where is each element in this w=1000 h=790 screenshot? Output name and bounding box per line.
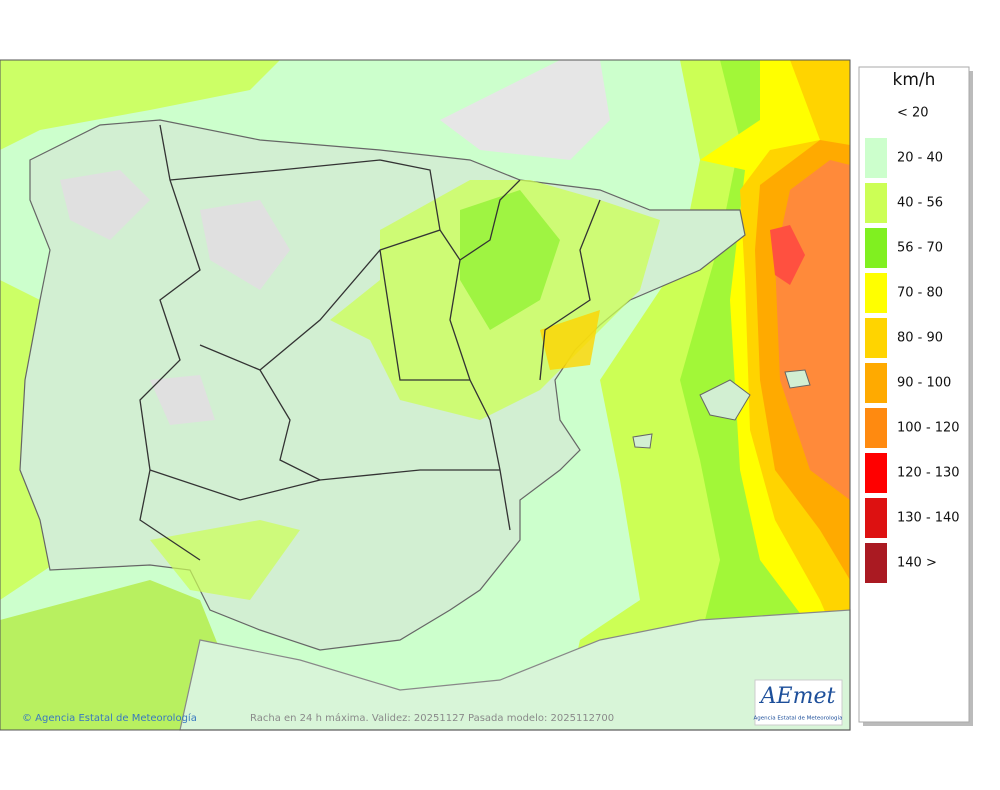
legend-label: 100 - 120 <box>897 421 960 436</box>
legend-label: 20 - 40 <box>897 151 943 166</box>
border <box>459 179 521 261</box>
border <box>259 369 500 481</box>
border <box>539 199 601 381</box>
caption: Racha en 24 h máxima. Validez: 20251127 … <box>250 712 614 724</box>
map-frame <box>0 59 851 731</box>
wind-zone <box>770 225 805 285</box>
wind-zone <box>150 520 300 600</box>
wind-zone <box>460 190 560 330</box>
border <box>379 249 470 381</box>
island <box>699 379 751 421</box>
legend-label: 80 - 90 <box>897 331 943 346</box>
legend-swatch <box>865 408 887 448</box>
legend-label: 56 - 70 <box>897 241 943 256</box>
no-data <box>200 200 290 290</box>
island <box>784 369 811 389</box>
legend-label: 90 - 100 <box>897 376 951 391</box>
region-borders <box>139 124 601 561</box>
legend-swatch <box>865 453 887 493</box>
legend-label: 140 > <box>897 556 937 571</box>
logo-subtitle: Agencia Estatal de Meteorología <box>754 715 843 722</box>
map: © Agencia Estatal de Meteorología Racha … <box>0 59 851 731</box>
no-data <box>150 375 215 425</box>
legend-swatch <box>865 318 887 358</box>
legend-swatch <box>865 363 887 403</box>
legend-label: 40 - 56 <box>897 196 943 211</box>
border <box>149 469 321 501</box>
logo-name: AEmet <box>759 684 836 709</box>
legend-swatch <box>865 543 887 583</box>
legend-swatch <box>865 138 887 178</box>
wind-zone <box>0 580 220 730</box>
legend-swatch <box>865 273 887 313</box>
legend-swatch <box>865 183 887 223</box>
legend-swatch <box>865 228 887 268</box>
wind-zone <box>540 310 600 370</box>
border <box>139 124 201 561</box>
no-data <box>60 170 150 240</box>
no-data <box>440 60 610 160</box>
logo: AEmet Agencia Estatal de Meteorología <box>754 679 843 726</box>
legend-title: km/h <box>893 70 936 90</box>
legend-swatch <box>865 93 887 133</box>
legend-label: 70 - 80 <box>897 286 943 301</box>
legend: km/h < 20 20 - 40 40 - 56 56 - 70 70 - 80 80 … <box>858 66 973 726</box>
credit: © Agencia Estatal de Meteorología <box>22 712 197 724</box>
logo-box <box>754 679 843 726</box>
legend-label: 130 - 140 <box>897 511 960 526</box>
wind-zone <box>0 60 280 150</box>
legend-swatch <box>865 498 887 538</box>
legend-label: 120 - 130 <box>897 466 960 481</box>
island <box>632 433 653 449</box>
legend-label: < 20 <box>897 106 929 121</box>
